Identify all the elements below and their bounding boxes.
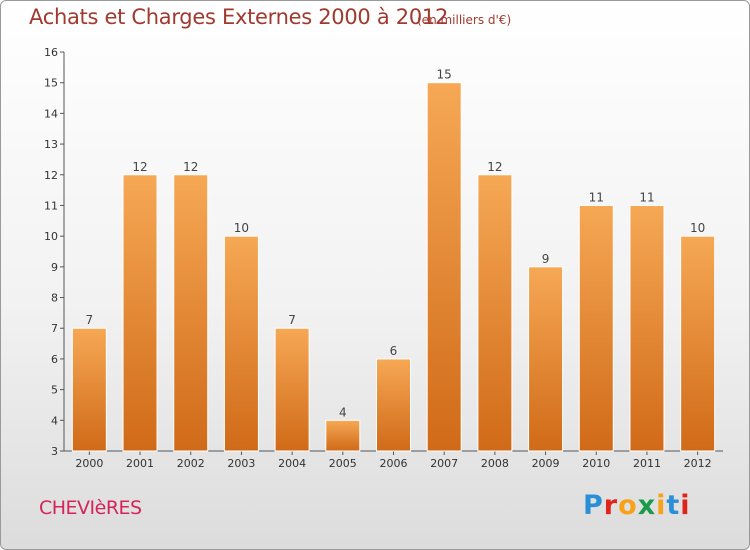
chart-subtitle: (en milliers d'€) — [417, 13, 512, 27]
logo-letter: x — [637, 490, 657, 521]
y-tick-label: 9 — [51, 261, 58, 274]
data-label-2000: 7 — [86, 313, 94, 327]
y-tick-label: 16 — [44, 46, 58, 59]
x-tick-label-2004: 2004 — [278, 457, 306, 470]
logo-letter: P — [583, 490, 604, 521]
data-labels: 7 12 12 10 7 4 6 15 12 9 11 11 10 — [86, 68, 706, 420]
x-tick-label-2009: 2009 — [532, 457, 560, 470]
bars — [71, 82, 716, 452]
bar-2007 — [426, 82, 462, 452]
bar-2000 — [71, 327, 107, 452]
x-tick-label-2003: 2003 — [227, 457, 255, 470]
data-label-2012: 10 — [690, 221, 705, 235]
logo-letter: o — [618, 490, 638, 521]
bar-2005 — [325, 419, 361, 452]
data-label-2007: 15 — [437, 68, 452, 82]
logo-letter: r — [603, 490, 619, 521]
y-tick-label: 4 — [51, 414, 58, 427]
data-label-2010: 11 — [589, 190, 604, 204]
bar-2004 — [274, 327, 310, 452]
logo-letter: i — [656, 490, 667, 521]
chart-title: Achats et Charges Externes 2000 à 2012 — [29, 5, 449, 29]
data-label-2011: 11 — [639, 190, 654, 204]
bar-2012 — [680, 235, 716, 452]
x-tick-label-2008: 2008 — [481, 457, 509, 470]
y-tick-label: 13 — [44, 138, 58, 151]
x-tick-label-2001: 2001 — [126, 457, 154, 470]
x-tick-label-2012: 2012 — [684, 457, 712, 470]
bar-2006 — [376, 358, 411, 452]
y-tick-label: 8 — [51, 292, 58, 305]
y-tick-label: 7 — [51, 322, 58, 335]
bar-2009 — [528, 266, 564, 452]
y-tick-label: 10 — [44, 230, 58, 243]
x-tick-label-2002: 2002 — [177, 457, 205, 470]
y-tick-label: 11 — [44, 199, 58, 212]
y-tick-label: 3 — [51, 445, 58, 458]
data-label-2003: 10 — [234, 221, 249, 235]
y-tick-label: 6 — [51, 353, 58, 366]
bar-2008 — [477, 174, 513, 452]
x-tick-label-2005: 2005 — [329, 457, 357, 470]
y-tick-label: 5 — [51, 384, 58, 397]
y-tick-label: 12 — [44, 169, 58, 182]
logo-letter: i — [680, 490, 691, 521]
logo-letter: t — [666, 490, 681, 521]
data-label-2009: 9 — [542, 252, 550, 266]
x-tick-label-2000: 2000 — [75, 457, 103, 470]
y-tick-label: 15 — [44, 77, 58, 90]
bar-2011 — [629, 204, 665, 452]
proxiti-logo[interactable]: Proxiti — [583, 490, 691, 521]
x-tick-label-2007: 2007 — [430, 457, 458, 470]
data-label-2008: 12 — [487, 160, 502, 174]
data-label-2002: 12 — [183, 160, 198, 174]
axes: 3 4 5 6 7 8 9 10 11 12 13 14 15 16 2000 2001 2002 2003 200… — [44, 46, 723, 470]
data-label-2005: 4 — [339, 405, 347, 419]
commune-name: CHEVIèRES — [39, 497, 142, 519]
x-tick-label-2011: 2011 — [633, 457, 661, 470]
bar-2002 — [173, 174, 209, 452]
y-tick-label: 14 — [44, 107, 58, 120]
bar-2003 — [223, 235, 259, 452]
data-label-2004: 7 — [288, 313, 296, 327]
x-tick-label-2006: 2006 — [380, 457, 408, 470]
data-label-2001: 12 — [132, 160, 147, 174]
x-tick-label-2010: 2010 — [582, 457, 610, 470]
bar-2010 — [578, 204, 614, 452]
data-label-2006: 6 — [390, 344, 398, 358]
bar-2001 — [122, 174, 158, 452]
